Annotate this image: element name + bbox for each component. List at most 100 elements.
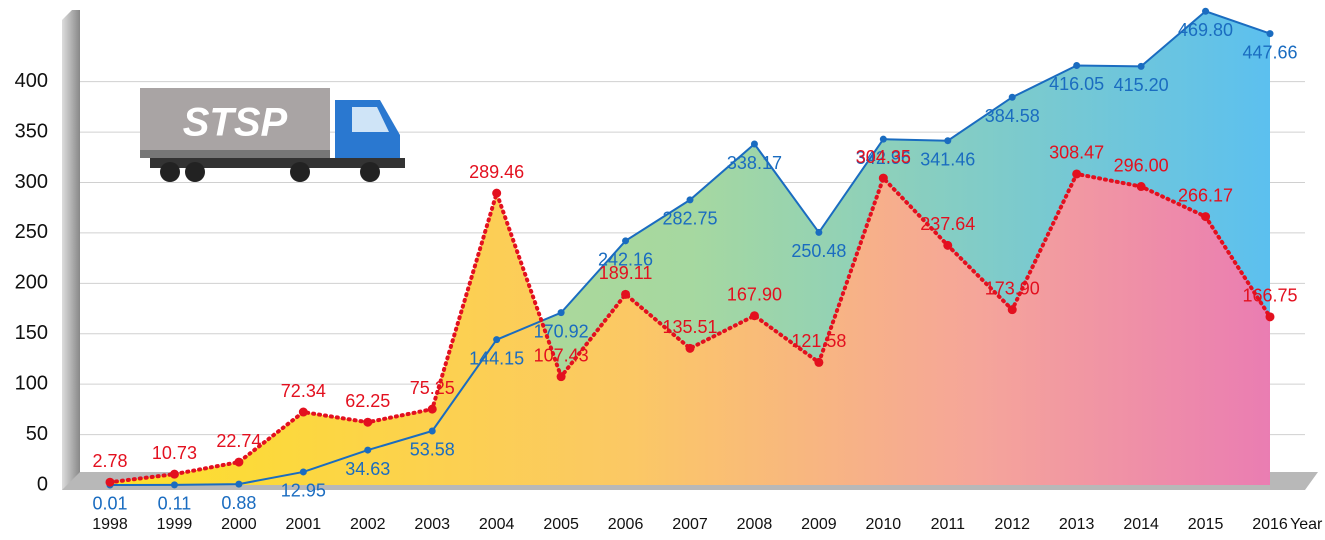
data-point bbox=[429, 427, 436, 434]
data-point bbox=[1009, 94, 1016, 101]
x-tick-label: 2010 bbox=[866, 516, 902, 533]
x-tick-label: 2014 bbox=[1123, 516, 1159, 533]
x-tick-label: 2011 bbox=[931, 516, 966, 533]
data-point bbox=[1008, 305, 1017, 314]
y-tick-label: 400 bbox=[15, 70, 48, 92]
x-tick-label: 2005 bbox=[543, 516, 579, 533]
x-tick-label: 2001 bbox=[286, 516, 322, 533]
data-point bbox=[1266, 312, 1275, 321]
y-tick-label: 200 bbox=[15, 272, 48, 294]
data-label: 135.51 bbox=[662, 317, 717, 337]
data-point bbox=[493, 336, 500, 343]
data-point bbox=[1202, 8, 1209, 15]
truck: STSP bbox=[140, 88, 405, 182]
y-tick-label: 250 bbox=[15, 221, 48, 243]
x-tick-label: 2002 bbox=[350, 516, 386, 533]
data-label: 415.20 bbox=[1114, 75, 1169, 95]
data-label: 384.58 bbox=[985, 106, 1040, 126]
data-point bbox=[1201, 212, 1210, 221]
data-label: 308.47 bbox=[1049, 143, 1104, 163]
data-label: 237.64 bbox=[920, 214, 975, 234]
data-label: 10.73 bbox=[152, 443, 197, 463]
data-point bbox=[1137, 182, 1146, 191]
data-label: 22.74 bbox=[216, 431, 261, 451]
data-label: 0.88 bbox=[221, 493, 256, 513]
data-point bbox=[622, 237, 629, 244]
data-label: 72.34 bbox=[281, 381, 326, 401]
x-tick-label: 2012 bbox=[994, 516, 1030, 533]
data-label: 338.17 bbox=[727, 153, 782, 173]
data-point bbox=[234, 458, 243, 467]
data-point bbox=[1138, 63, 1145, 70]
y-axis-bar bbox=[62, 10, 80, 490]
data-label: 167.90 bbox=[727, 284, 782, 304]
data-label: 416.05 bbox=[1049, 74, 1104, 94]
data-point bbox=[1267, 30, 1274, 37]
data-point bbox=[1073, 62, 1080, 69]
data-point bbox=[428, 405, 437, 414]
x-tick-label: 2015 bbox=[1188, 516, 1224, 533]
x-tick-label: 2003 bbox=[414, 516, 450, 533]
data-point bbox=[171, 481, 178, 488]
data-label: 304.35 bbox=[856, 147, 911, 167]
data-label: 0.11 bbox=[158, 494, 192, 514]
data-label: 121.58 bbox=[791, 331, 846, 351]
data-point bbox=[235, 481, 242, 488]
x-tick-label: 2008 bbox=[737, 516, 773, 533]
data-label: 75.25 bbox=[410, 378, 455, 398]
x-tick-label: 2000 bbox=[221, 516, 257, 533]
x-tick-label: 2004 bbox=[479, 516, 515, 533]
data-point bbox=[300, 468, 307, 475]
data-point bbox=[621, 290, 630, 299]
y-tick-label: 50 bbox=[26, 423, 48, 445]
data-label: 266.17 bbox=[1178, 185, 1233, 205]
x-tick-label: 2007 bbox=[672, 516, 708, 533]
x-tick-label: 2006 bbox=[608, 516, 644, 533]
y-tick-label: 0 bbox=[37, 473, 48, 495]
data-label: 0.01 bbox=[92, 494, 127, 514]
data-point bbox=[363, 418, 372, 427]
data-point bbox=[557, 372, 566, 381]
data-label: 107.43 bbox=[534, 345, 589, 365]
data-point bbox=[364, 447, 371, 454]
data-label: 189.11 bbox=[599, 263, 653, 283]
data-point bbox=[814, 358, 823, 367]
y-tick-label: 300 bbox=[15, 171, 48, 193]
data-label: 173.90 bbox=[985, 278, 1040, 298]
data-label: 53.58 bbox=[410, 440, 455, 460]
data-label: 2.78 bbox=[92, 451, 127, 471]
x-tick-label: 2013 bbox=[1059, 516, 1095, 533]
data-point bbox=[1072, 169, 1081, 178]
data-label: 166.75 bbox=[1242, 286, 1297, 306]
data-point bbox=[879, 174, 888, 183]
data-label: 34.63 bbox=[345, 459, 390, 479]
data-point bbox=[751, 141, 758, 148]
data-label: 296.00 bbox=[1114, 155, 1169, 175]
x-tick-label: 2016 bbox=[1252, 516, 1288, 533]
data-label: 250.48 bbox=[791, 241, 846, 261]
page: {"chart_data": {"type": "line", "logo_te… bbox=[0, 0, 1325, 540]
data-point bbox=[880, 136, 887, 143]
data-point bbox=[944, 137, 951, 144]
data-label: 144.15 bbox=[469, 348, 524, 368]
y-tick-label: 150 bbox=[15, 322, 48, 344]
data-label: 447.66 bbox=[1242, 42, 1297, 62]
data-label: 12.95 bbox=[281, 481, 326, 501]
data-point bbox=[686, 344, 695, 353]
data-label: 282.75 bbox=[662, 209, 717, 229]
data-label: 341.46 bbox=[920, 149, 975, 169]
data-point bbox=[492, 189, 501, 198]
x-tick-label: 1998 bbox=[92, 516, 128, 533]
data-point bbox=[943, 241, 952, 250]
logo-text: STSP bbox=[183, 101, 288, 145]
data-point bbox=[558, 309, 565, 316]
data-label: 469.80 bbox=[1178, 20, 1233, 40]
x-tick-label: 1999 bbox=[157, 516, 193, 533]
data-point bbox=[687, 196, 694, 203]
data-label: 289.46 bbox=[469, 162, 524, 182]
chart: STSP 05010015020025030035040019981999200… bbox=[0, 0, 1325, 540]
y-tick-label: 350 bbox=[15, 120, 48, 142]
x-tick-label: 2009 bbox=[801, 516, 837, 533]
data-point bbox=[106, 478, 115, 487]
data-point bbox=[750, 311, 759, 320]
